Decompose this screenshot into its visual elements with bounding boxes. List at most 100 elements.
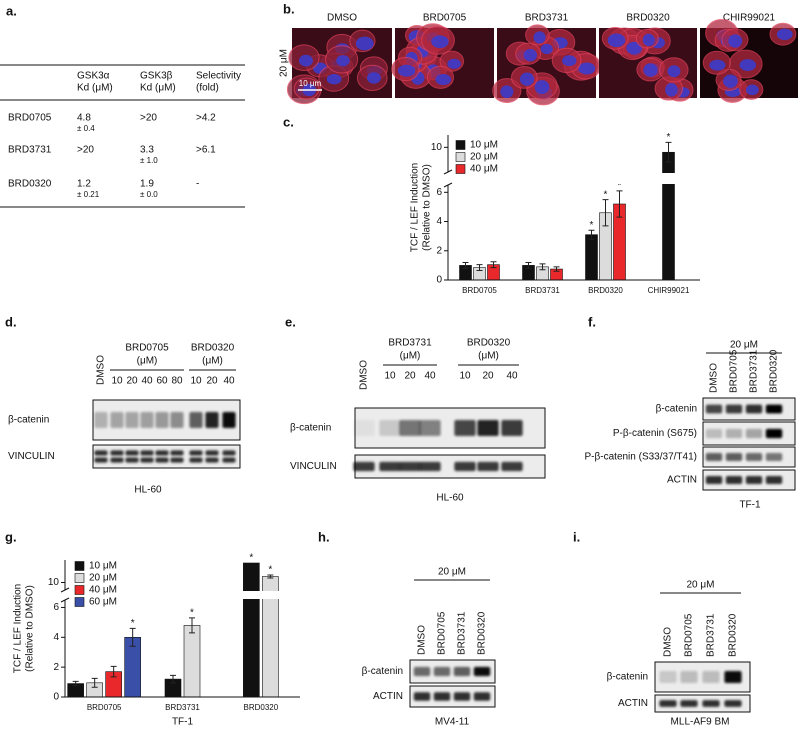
error-bar — [665, 141, 672, 163]
legend-label: 10 μM — [470, 140, 498, 151]
bar — [183, 625, 201, 698]
row-label: ACTIN — [618, 698, 648, 709]
dose-label: 20 μM — [438, 567, 466, 578]
lane-label: BRD0320 — [728, 613, 739, 657]
blot-band — [745, 476, 763, 484]
row-label: β-catenin — [8, 415, 49, 426]
table-header: GSK3α — [77, 71, 110, 82]
panel-letter: a. — [6, 3, 17, 18]
row-label: ACTIN — [373, 691, 403, 702]
group-unit: (μM) — [478, 351, 499, 362]
lane-label: BRD3731 — [457, 611, 468, 655]
nucleus — [523, 48, 538, 62]
axis-break — [443, 169, 453, 175]
blot-band — [94, 450, 108, 456]
blot-band — [724, 671, 742, 683]
nucleus — [519, 72, 535, 86]
micrograph — [391, 23, 494, 98]
blot-band — [765, 404, 783, 414]
blot-band — [125, 412, 139, 428]
error-bar — [110, 665, 117, 678]
nucleus — [431, 35, 449, 49]
blot-band — [705, 476, 723, 484]
significance-star: * — [618, 180, 622, 191]
blot-band — [680, 700, 698, 707]
table-error: ± 0.0 — [140, 190, 158, 199]
legend-swatch — [74, 585, 85, 595]
blot-band — [702, 671, 720, 683]
blot-band — [170, 457, 184, 463]
blot-row — [92, 444, 241, 469]
table-value: 1.2 — [77, 179, 91, 190]
blot-band — [222, 457, 236, 463]
blot-band — [110, 457, 124, 463]
nucleus — [336, 55, 350, 67]
blot-band — [705, 428, 723, 439]
blot-band — [477, 420, 499, 436]
blot-band — [222, 412, 236, 428]
row-name: BRD0705 — [8, 113, 52, 124]
legend-swatch — [455, 140, 466, 150]
lane-label: DMSO — [709, 363, 720, 393]
table-header: Kd (μM) — [140, 83, 176, 94]
group-label: BRD0320 — [191, 343, 235, 354]
x-tick-label: CHIR99021 — [648, 286, 690, 295]
blot-band — [125, 457, 139, 463]
x-tick-label: BRD0705 — [462, 286, 497, 295]
nucleus — [626, 41, 642, 55]
blot-band — [155, 412, 169, 428]
lane-label: 40 — [223, 376, 235, 387]
nucleus — [355, 36, 374, 51]
panel-letter: h. — [318, 529, 330, 544]
blot-band — [724, 700, 742, 707]
blot-band — [155, 457, 169, 463]
nucleus — [665, 83, 678, 97]
error-bar — [72, 680, 79, 687]
group-unit: (μM) — [400, 351, 421, 362]
blot-band — [725, 453, 743, 461]
row-label: P-β-catenin (S675) — [613, 428, 697, 439]
blot-band — [433, 692, 451, 701]
bar — [662, 151, 675, 281]
group-unit: (μM) — [202, 356, 223, 367]
error-bar — [267, 574, 274, 579]
y-tick-label: 10 — [48, 577, 60, 588]
panel-letter: b. — [283, 1, 295, 16]
blot-band — [205, 412, 219, 428]
error-bar — [602, 199, 609, 227]
nucleus — [534, 80, 550, 95]
blot-band — [205, 450, 219, 456]
significance-star: * — [590, 220, 594, 231]
x-tick-label: BRD0705 — [87, 703, 122, 712]
error-bar — [170, 674, 176, 684]
significance-star: * — [249, 553, 253, 564]
axis-break-gap — [59, 591, 300, 599]
dose-label: 20 μM — [730, 340, 758, 351]
blot-band — [454, 420, 476, 436]
y-tick-label: 10 — [431, 142, 443, 153]
table-value: 3.3 — [140, 145, 154, 156]
axis-break — [60, 597, 70, 603]
blot-band — [725, 404, 743, 414]
table-value: - — [196, 179, 199, 190]
lane-label: BRD0705 — [729, 349, 740, 393]
significance-star: * — [604, 189, 608, 200]
lane-label: BRD0320 — [769, 349, 780, 393]
legend-label: 20 μM — [470, 152, 498, 163]
row-label: β-catenin — [290, 423, 331, 434]
row-label: β-catenin — [656, 404, 697, 415]
y-tick-label: 2 — [436, 245, 442, 256]
axis-break-gap — [442, 173, 700, 184]
lane-label: 10 — [384, 371, 396, 382]
legend-label: 10 μM — [89, 561, 117, 572]
condition-label: CHIR99021 — [723, 13, 776, 24]
blot-band — [140, 457, 154, 463]
bar — [585, 234, 598, 281]
blot-row — [409, 659, 496, 684]
table-value: >6.1 — [196, 145, 216, 156]
row-name: BRD3731 — [8, 145, 52, 156]
row-label: VINCULIN — [290, 461, 337, 472]
cell-line-label: HL-60 — [436, 493, 464, 504]
axis-break — [60, 587, 70, 593]
